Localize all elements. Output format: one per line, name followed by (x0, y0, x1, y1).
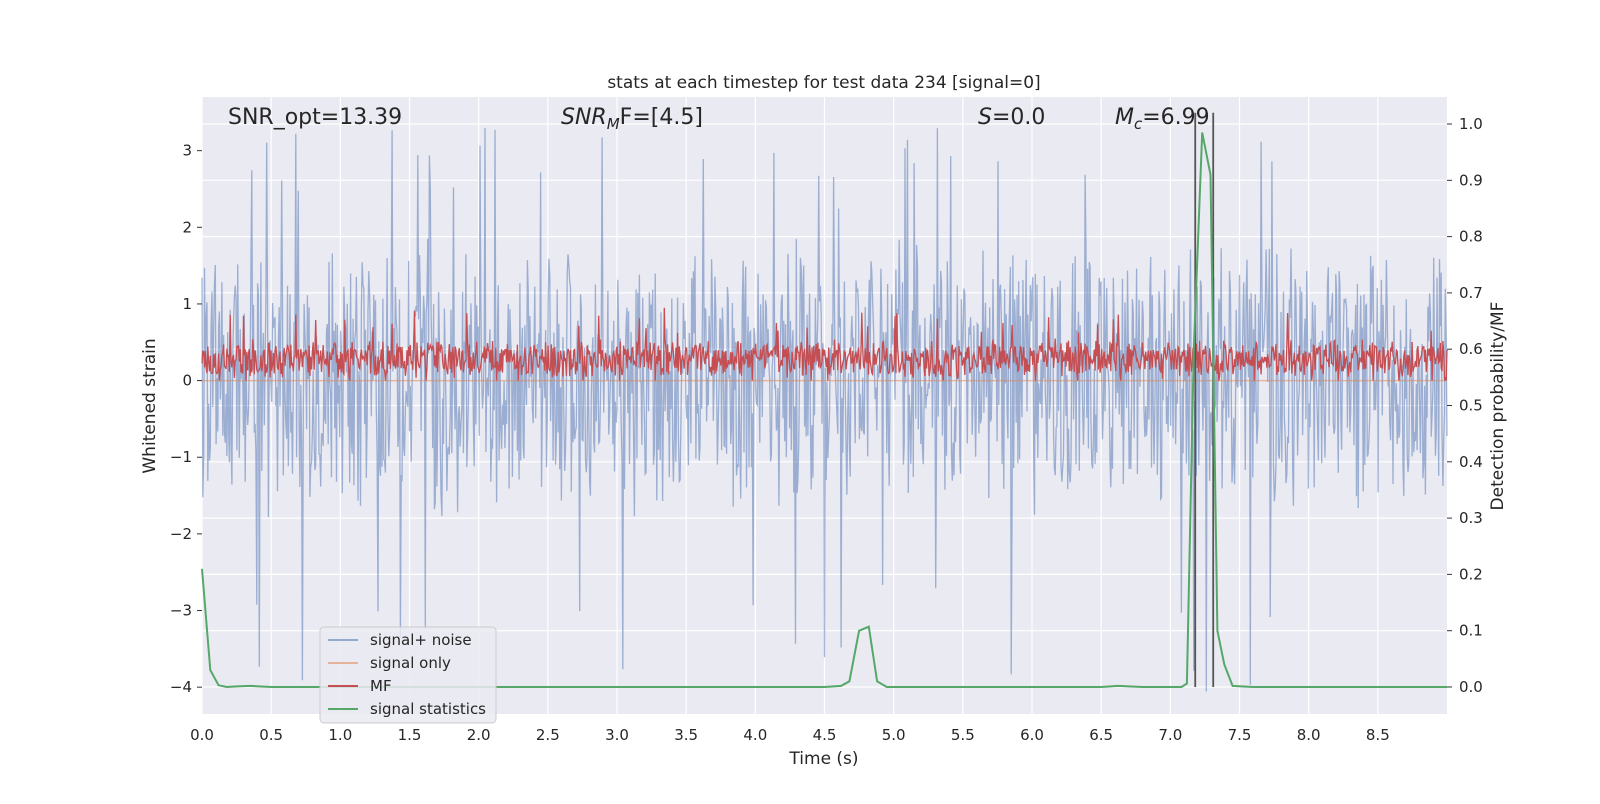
y-right-tick-label: 0.3 (1459, 509, 1483, 527)
snr-mf-symbol: SNR (561, 105, 607, 130)
x-tick-label: 8.5 (1366, 726, 1390, 744)
x-tick-label: 0.0 (190, 726, 214, 744)
y-right-tick-label: 0.8 (1459, 228, 1483, 246)
s-symbol: S (978, 105, 992, 130)
legend: signal+ noise signal only MF signal stat… (319, 626, 497, 724)
legend-label-mf: MF (370, 677, 392, 695)
y-tick-label: 1 (182, 295, 192, 313)
x-tick-label: 6.0 (1020, 726, 1044, 744)
y-right-tick-label: 1.0 (1459, 115, 1483, 133)
x-ticks: 0.0 0.5 1.0 1.5 2.0 2.5 3.0 3.5 4.0 4.5 5.0 5.5 6.0 6… (190, 726, 1390, 744)
x-tick-label: 4.0 (743, 726, 767, 744)
x-tick-label: 5.0 (882, 726, 906, 744)
y-right-tick-label: 0.0 (1459, 678, 1483, 696)
legend-label-signal-only: signal only (370, 654, 451, 672)
x-tick-label: 3.0 (605, 726, 629, 744)
x-tick-label: 7.0 (1158, 726, 1182, 744)
annotation-snr-mf: SNRMF=[4.5] (561, 105, 703, 133)
y-tick-label: −3 (170, 602, 192, 620)
x-tick-label: 1.5 (398, 726, 422, 744)
mc-value: =6.99 (1142, 105, 1209, 130)
y-right-axis-label: Detection probability/MF (1488, 302, 1508, 511)
annotation-s: S=0.0 (978, 105, 1045, 130)
y-right-tick-label: 0.5 (1459, 397, 1483, 415)
x-tick-label: 2.0 (467, 726, 491, 744)
y-right-tick-label: 0.1 (1459, 622, 1483, 640)
y-axis-label: Whitened strain (140, 338, 160, 473)
x-tick-label: 7.5 (1228, 726, 1252, 744)
y-right-tick-label: 0.7 (1459, 284, 1483, 302)
y-tick-label: −2 (170, 525, 192, 543)
x-tick-label: 6.5 (1089, 726, 1113, 744)
legend-label-stats: signal statistics (370, 700, 486, 718)
y-tick-label: 0 (182, 372, 192, 390)
legend-box (319, 626, 497, 724)
annotation-snr-opt: SNR_opt=13.39 (228, 105, 402, 130)
stats-layer (201, 132, 1447, 689)
x-tick-label: 4.5 (813, 726, 837, 744)
annotation-mc: Mc=6.99 (1115, 105, 1210, 133)
y-right-ticks: 1.0 0.9 0.8 0.7 0.6 0.5 0.4 0.3 0.2 0.1 0.0 (1447, 115, 1483, 696)
mc-subscript: c (1134, 115, 1143, 133)
mc-symbol: M (1115, 105, 1134, 130)
chart-title: stats at each timestep for test data 234… (607, 73, 1040, 93)
y-tick-label: −4 (170, 678, 192, 696)
y-tick-label: 3 (182, 142, 192, 160)
x-axis-label: Time (s) (788, 749, 858, 769)
y-tick-label: −1 (170, 448, 192, 466)
series-layer (201, 127, 1448, 692)
y-right-tick-label: 0.9 (1459, 171, 1483, 189)
series-signal-statistics (201, 132, 1447, 689)
x-tick-label: 0.5 (259, 726, 283, 744)
x-tick-label: 8.0 (1297, 726, 1321, 744)
y-right-tick-label: 0.4 (1459, 453, 1483, 471)
x-tick-label: 2.5 (536, 726, 560, 744)
x-tick-label: 3.5 (674, 726, 698, 744)
s-value: =0.0 (992, 105, 1045, 130)
y-right-tick-label: 0.2 (1459, 565, 1483, 583)
y-ticks: 3 2 1 0 −1 −2 −3 −4 (170, 142, 202, 696)
x-tick-label: 1.0 (328, 726, 352, 744)
snr-mf-subscript: M (607, 115, 620, 133)
legend-label-noise: signal+ noise (370, 631, 472, 649)
x-tick-label: 5.5 (951, 726, 975, 744)
y-right-tick-label: 0.6 (1459, 340, 1483, 358)
series-signal-noise (201, 127, 1448, 692)
snr-mf-value: F=[4.5] (620, 105, 703, 130)
y-tick-label: 2 (182, 218, 192, 236)
series-mf (201, 307, 1448, 381)
